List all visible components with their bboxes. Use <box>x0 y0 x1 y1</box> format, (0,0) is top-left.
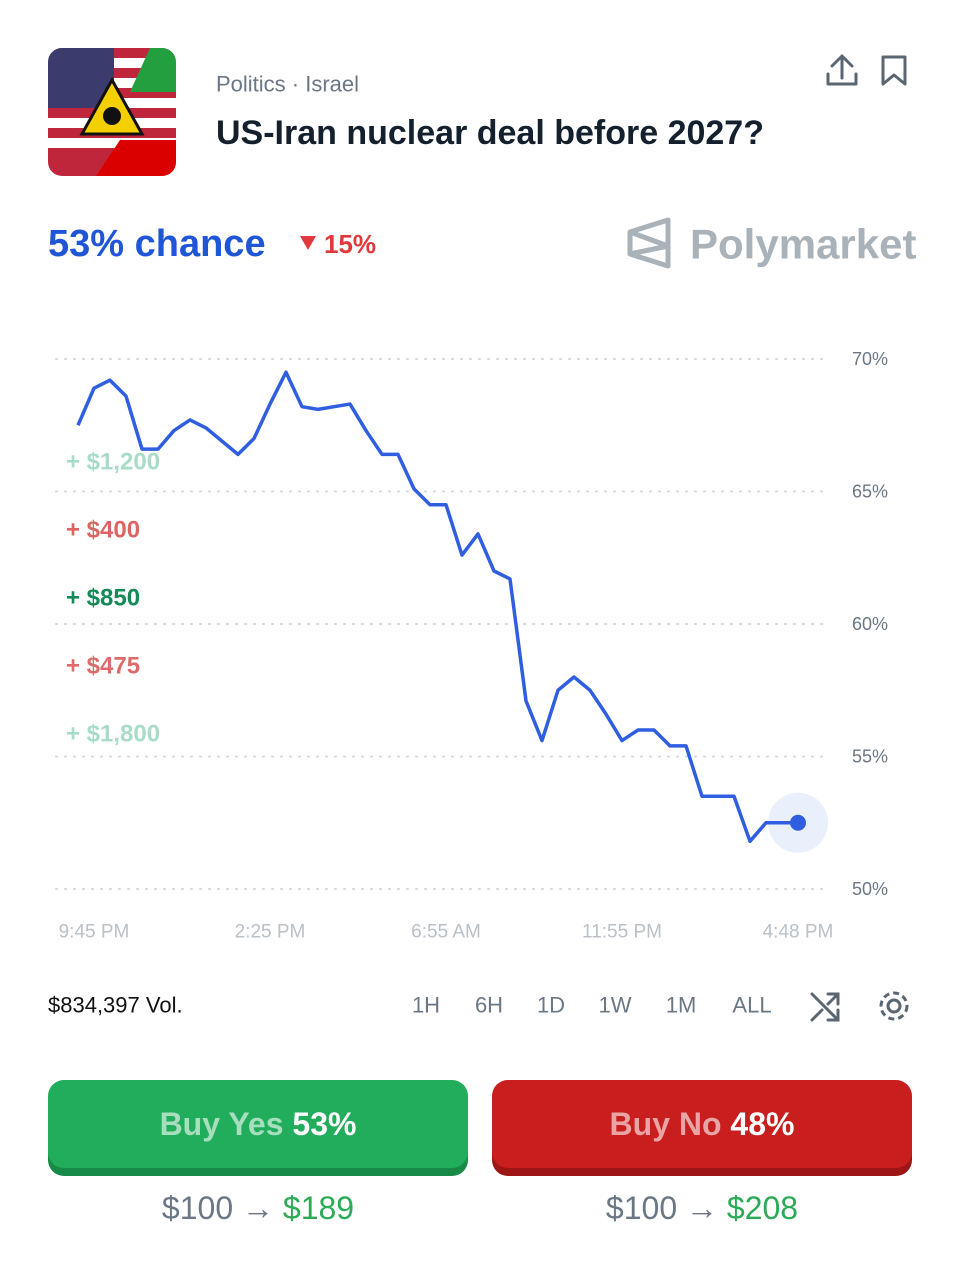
button-price: 53% <box>292 1106 356 1142</box>
payout-stake: $100 → <box>162 1190 274 1226</box>
shuffle-button[interactable] <box>810 992 840 1022</box>
trade-label: + $850 <box>66 585 140 612</box>
trade-label: + $475 <box>66 653 140 680</box>
x-tick-label: 11:55 PM <box>582 922 662 943</box>
trade-label: + $1,200 <box>66 449 160 476</box>
down-arrow <box>300 236 316 250</box>
button-label: Buy Yes 53% <box>160 1106 357 1142</box>
range-tab[interactable]: 1W <box>599 993 632 1018</box>
change: 15% <box>324 229 376 259</box>
range-tab[interactable]: 6H <box>475 993 503 1018</box>
share-button[interactable] <box>826 54 858 86</box>
price-line <box>76 370 798 844</box>
trade-label: + $400 <box>66 517 140 544</box>
category: Politics · Israel <box>216 72 359 97</box>
range-tab[interactable]: 1M <box>666 993 697 1018</box>
button-price: 48% <box>730 1106 794 1142</box>
market-image <box>48 48 176 176</box>
brand-name: Polymarket <box>690 221 916 268</box>
x-tick-label: 2:25 PM <box>235 922 306 943</box>
button-face <box>48 1080 468 1168</box>
button-action: Buy No <box>610 1106 722 1142</box>
x-tick-label: 6:55 AM <box>411 922 481 943</box>
settings-button[interactable] <box>879 991 909 1021</box>
y-tick-label: 55% <box>852 747 888 767</box>
market-title: US-Iran nuclear deal before 2027? <box>216 114 764 152</box>
trade-label: + $1,800 <box>66 721 160 748</box>
range-tab[interactable]: 1H <box>412 993 440 1018</box>
chance: 53% chance <box>48 223 266 265</box>
x-tick-label: 9:45 PM <box>59 922 130 943</box>
current-point <box>790 814 806 831</box>
button-action: Buy Yes <box>160 1106 284 1142</box>
buy-button[interactable]: Buy Yes 53% <box>48 1080 468 1176</box>
x-tick-label: 4:48 PM <box>763 922 834 943</box>
y-tick-label: 50% <box>852 879 888 899</box>
payout-return: $208 <box>727 1190 798 1226</box>
payout-return: $189 <box>283 1190 354 1226</box>
volume: $834,397 Vol. <box>48 993 183 1018</box>
buy-button[interactable]: Buy No 48% <box>492 1080 912 1176</box>
brand-logo <box>627 217 671 269</box>
payout: $100 → $208 <box>606 1190 798 1226</box>
button-face <box>492 1080 912 1168</box>
y-tick-label: 70% <box>852 349 888 369</box>
payout: $100 → $189 <box>162 1190 354 1226</box>
bookmark-button[interactable] <box>881 55 907 86</box>
y-tick-label: 60% <box>852 614 888 634</box>
y-tick-label: 65% <box>852 482 888 502</box>
range-tab[interactable]: ALL <box>732 993 771 1018</box>
range-tab[interactable]: 1D <box>537 993 565 1018</box>
payout-stake: $100 → <box>606 1190 718 1226</box>
button-label: Buy No 48% <box>610 1106 795 1142</box>
